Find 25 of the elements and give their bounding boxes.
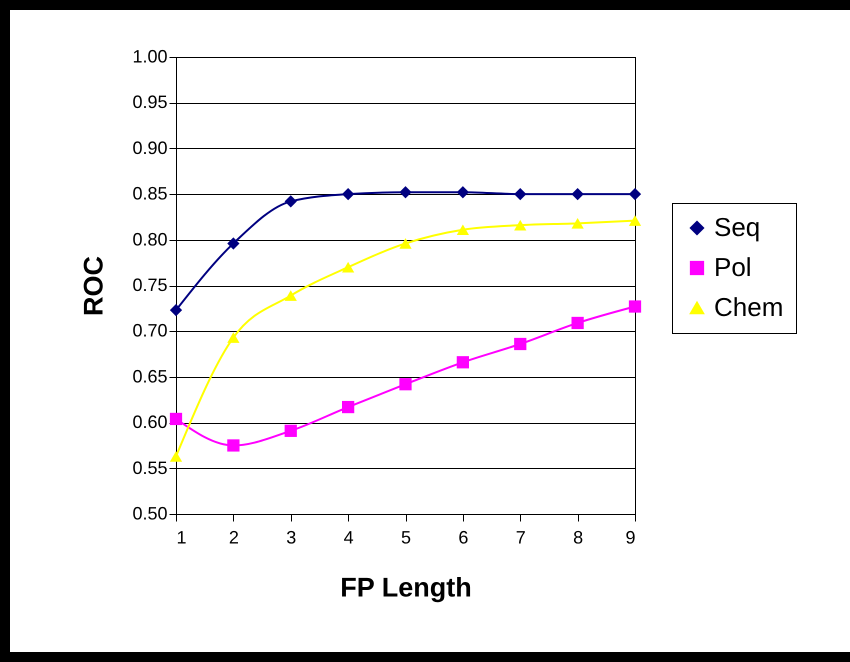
y-tick-label: 0.70 [132, 320, 168, 341]
y-tick-label: 0.60 [132, 412, 168, 432]
y-tick-label: 0.55 [132, 458, 168, 478]
x-tick-label: 3 [286, 528, 296, 548]
y-tick-label: 0.95 [132, 92, 168, 112]
y-tick-label: 0.85 [132, 184, 168, 204]
x-tick-label: 2 [228, 528, 239, 548]
y-axis-title: ROC [78, 256, 108, 316]
x-tick-label: 4 [344, 528, 354, 548]
x-tick-label: 7 [516, 528, 526, 548]
x-tick-label: 8 [573, 528, 584, 548]
x-tick-label: 9 [625, 528, 636, 548]
x-axis-title: FP Length [340, 572, 472, 602]
x-tick-label: 1 [176, 528, 187, 548]
y-tick-label: 0.80 [132, 229, 168, 250]
y-tick-label: 0.75 [132, 275, 168, 295]
legend-label: Chem [714, 292, 784, 322]
legend-label: Pol [714, 252, 752, 282]
x-tick-label: 5 [400, 528, 412, 548]
legend-label: Seq [714, 212, 760, 242]
y-tick-label: 0.50 [132, 504, 168, 524]
y-tick-label: 1.00 [132, 46, 168, 66]
y-tick-label: 0.90 [132, 138, 168, 158]
x-tick-label: 6 [458, 528, 468, 548]
y-tick-label: 0.65 [132, 366, 168, 386]
